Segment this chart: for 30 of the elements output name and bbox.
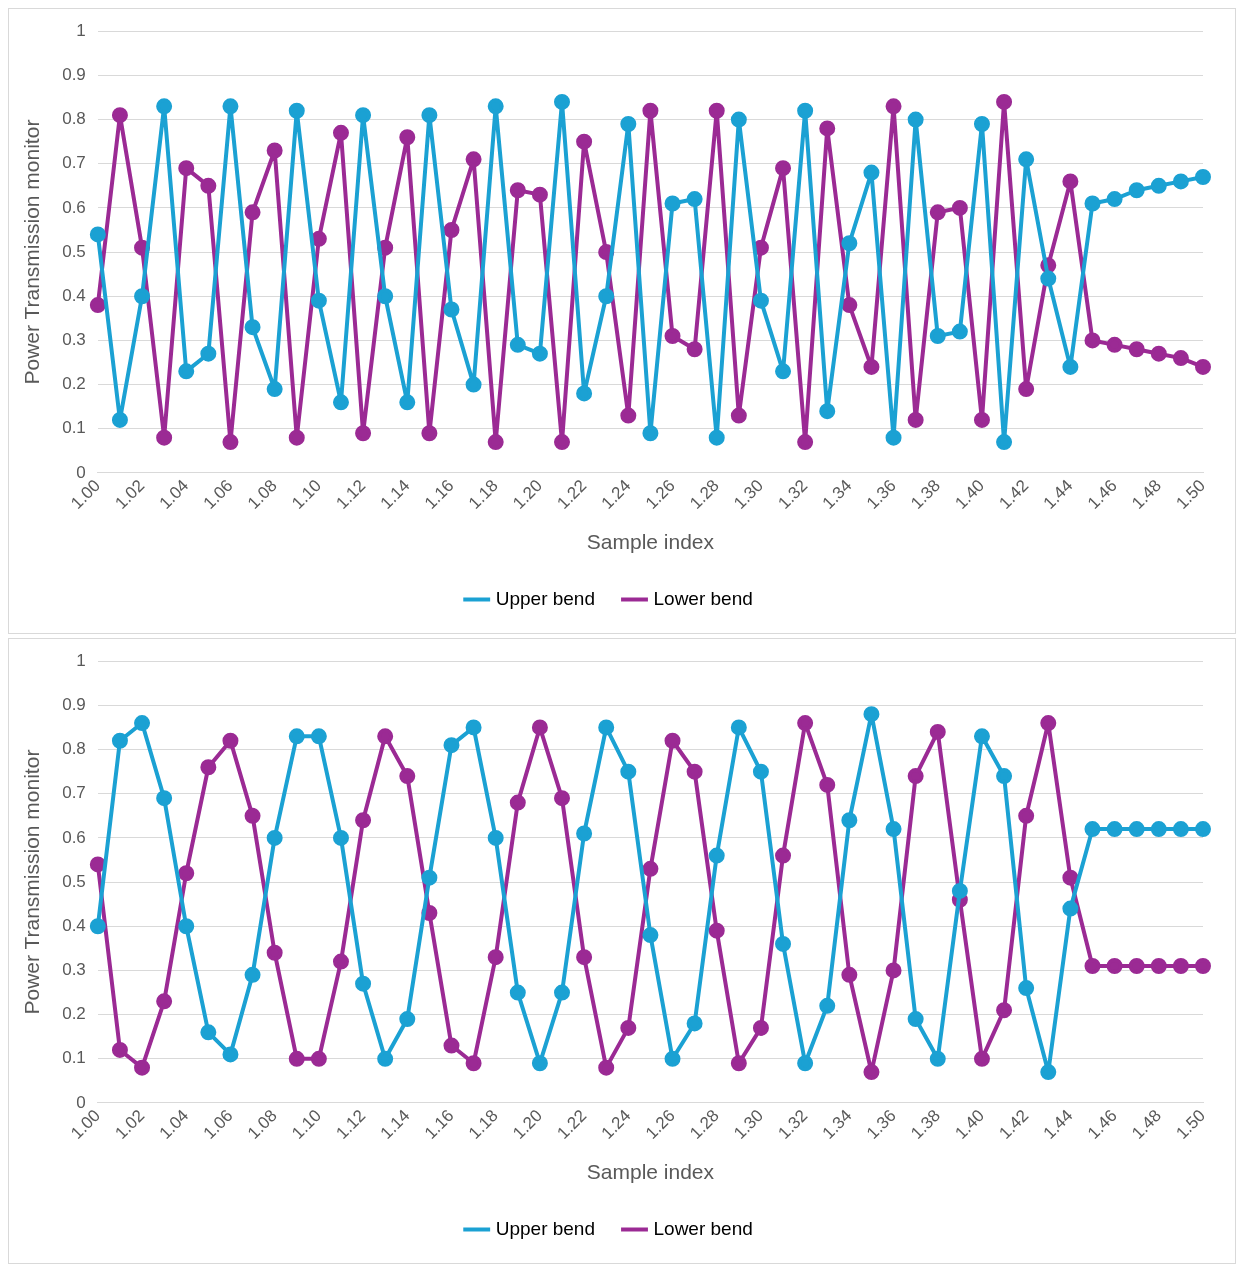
y-tick-label: 0 bbox=[76, 462, 86, 482]
legend-label: Lower bend bbox=[653, 1217, 753, 1239]
y-axis-title: Power Transmission monitor bbox=[20, 119, 44, 385]
legend-label: Upper bend bbox=[495, 1217, 595, 1239]
y-tick-label: 1 bbox=[76, 650, 86, 670]
y-tick-label: 0.7 bbox=[62, 783, 86, 803]
y-tick-label: 0.7 bbox=[62, 153, 86, 173]
y-tick-label: 0.4 bbox=[62, 285, 86, 305]
y-tick-label: 0.5 bbox=[62, 241, 86, 261]
y-tick-label: 0 bbox=[76, 1092, 86, 1112]
y-tick-label: 0.4 bbox=[62, 915, 86, 935]
y-tick-label: 0.9 bbox=[62, 695, 86, 715]
y-tick-label: 0.5 bbox=[62, 871, 86, 891]
y-tick-label: 0.6 bbox=[62, 197, 86, 217]
y-tick-label: 0.8 bbox=[62, 109, 86, 129]
y-tick-label: 0.9 bbox=[62, 65, 86, 85]
y-tick-label: 0.2 bbox=[62, 1004, 86, 1024]
y-tick-label: 0.1 bbox=[62, 1048, 86, 1068]
y-tick-label: 0.3 bbox=[62, 960, 86, 980]
y-tick-label: 0.3 bbox=[62, 330, 86, 350]
x-axis-title: Sample index bbox=[586, 1160, 715, 1184]
y-tick-label: 0.2 bbox=[62, 374, 86, 394]
y-axis-title: Power Transmission monitor bbox=[20, 749, 44, 1015]
legend-label: Upper bend bbox=[495, 587, 595, 609]
y-tick-label: 0.6 bbox=[62, 827, 86, 847]
legend-label: Lower bend bbox=[653, 587, 753, 609]
y-tick-label: 0.1 bbox=[62, 418, 86, 438]
y-tick-label: 0.8 bbox=[62, 739, 86, 759]
y-tick-label: 1 bbox=[76, 20, 86, 40]
x-axis-title: Sample index bbox=[586, 530, 715, 554]
